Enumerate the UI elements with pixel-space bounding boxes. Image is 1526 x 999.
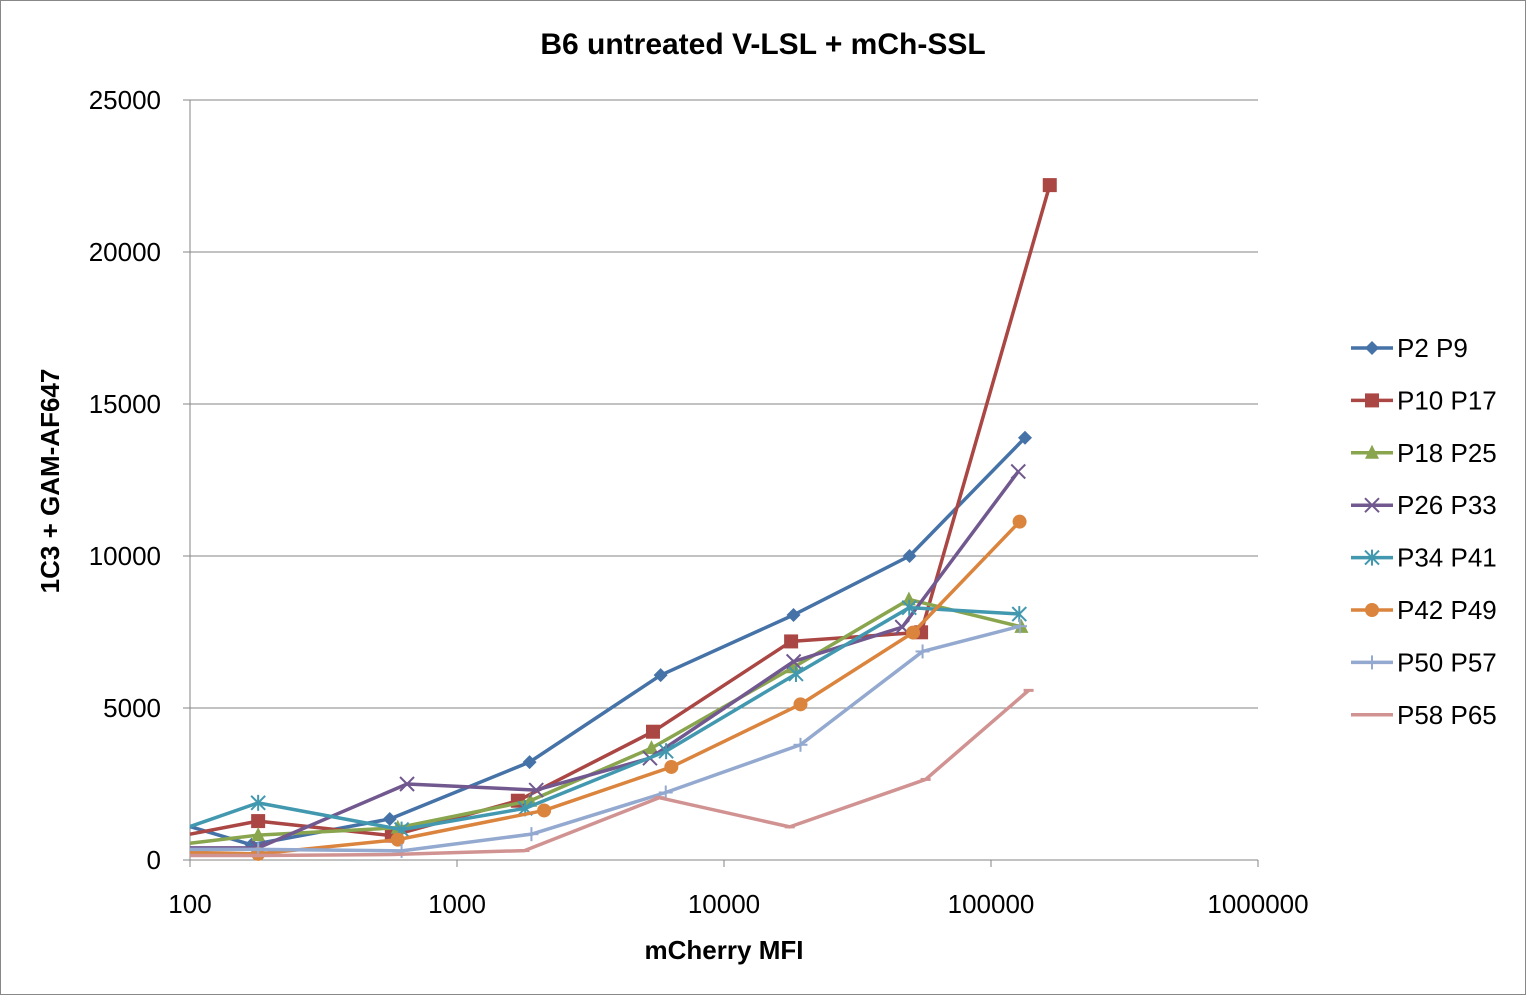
point-marker — [906, 625, 921, 640]
point-marker — [1365, 393, 1379, 408]
y-tick-label: 10000 — [89, 541, 161, 571]
legend-item: P18 P25 — [1351, 438, 1497, 468]
series-p26-p33 — [190, 463, 1026, 856]
point-marker — [382, 811, 397, 826]
point-marker — [1365, 341, 1379, 355]
legend-label: P50 P57 — [1397, 647, 1497, 677]
series-line — [189, 605, 1020, 832]
point-marker — [645, 724, 660, 739]
point-marker — [901, 599, 917, 616]
series-p10-p17 — [189, 178, 1057, 843]
point-marker — [522, 755, 537, 770]
legend-label: P34 P41 — [1397, 543, 1497, 573]
point-marker — [251, 814, 266, 829]
point-marker — [658, 743, 674, 760]
legend-label: P10 P17 — [1397, 385, 1497, 415]
legend-item: P50 P57 — [1351, 647, 1497, 677]
legend-label: P2 P9 — [1397, 333, 1468, 363]
point-marker — [653, 668, 668, 683]
y-axis-title: 1C3 + GAM-AF647 — [35, 369, 65, 594]
legend-label: P58 P65 — [1397, 700, 1497, 730]
point-marker — [1018, 430, 1033, 445]
point-marker — [1013, 619, 1028, 634]
y-tick-label: 15000 — [89, 389, 161, 419]
x-tick-label: 1000 — [428, 889, 486, 919]
point-marker — [1365, 655, 1379, 670]
point-marker — [915, 644, 930, 659]
point-marker — [537, 803, 552, 818]
series-line — [189, 184, 1052, 838]
point-marker — [644, 740, 659, 755]
point-marker — [1364, 497, 1380, 513]
point-marker — [786, 659, 801, 674]
point-marker — [1012, 514, 1027, 529]
point-marker — [1010, 463, 1026, 480]
grid-layer — [190, 99, 1258, 709]
series-line — [189, 597, 1022, 846]
legend-item: P26 P33 — [1351, 490, 1497, 520]
chart-title: B6 untreated V-LSL + mCh-SSL — [540, 28, 985, 61]
point-marker — [1364, 549, 1380, 566]
point-marker — [1365, 444, 1379, 459]
point-marker — [1042, 178, 1057, 193]
x-axis-title: mCherry MFI — [645, 935, 804, 965]
x-tick-label: 10000 — [688, 889, 760, 919]
point-marker — [524, 827, 539, 842]
y-tick-label: 5000 — [103, 693, 161, 723]
legend-item: P58 P65 — [1351, 700, 1497, 730]
legend-label: P26 P33 — [1397, 490, 1497, 520]
y-tick-label: 25000 — [89, 85, 161, 115]
y-tick-label: 0 — [147, 845, 161, 875]
point-marker — [784, 634, 799, 649]
axis-layer: 0 5000 10000 15000 20000 25000 100 1000 10000 100… — [89, 85, 1309, 919]
legend-label: P18 P25 — [1397, 438, 1497, 468]
point-marker — [793, 737, 808, 752]
point-marker — [901, 591, 916, 606]
legend-item: P42 P49 — [1351, 595, 1497, 625]
legend-item: P34 P41 — [1351, 543, 1497, 573]
series-line — [190, 689, 1030, 858]
x-tick-label: 100000 — [948, 889, 1035, 919]
series-line — [189, 520, 1021, 856]
point-marker — [399, 776, 415, 792]
point-marker — [390, 832, 405, 847]
legend-item: P2 P9 — [1351, 333, 1468, 363]
point-marker — [1365, 603, 1379, 617]
x-tick-label: 100 — [168, 889, 211, 919]
legend-item: P10 P17 — [1351, 385, 1497, 415]
series-p58-p65 — [190, 688, 1034, 858]
point-marker — [251, 827, 266, 842]
series-line — [190, 470, 1020, 850]
series-p42-p49 — [189, 514, 1027, 861]
point-marker — [528, 782, 544, 798]
series-line — [190, 624, 1021, 853]
point-marker — [902, 549, 917, 563]
series-p34-p41 — [189, 599, 1027, 838]
point-marker — [785, 653, 802, 670]
point-marker — [658, 785, 673, 800]
point-marker — [793, 697, 808, 712]
series-layer — [189, 178, 1057, 861]
y-tick-label: 20000 — [89, 237, 161, 267]
legend-label: P42 P49 — [1397, 595, 1497, 625]
point-marker — [786, 607, 801, 622]
point-marker — [664, 759, 679, 774]
series-p50-p57 — [190, 619, 1028, 858]
legend: P2 P9 P10 P17 P18 P25 P26 P33 P34 P41 P42 P49… — [1351, 333, 1497, 730]
series-p18-p25 — [189, 591, 1029, 846]
x-tick-label: 1000000 — [1207, 889, 1308, 919]
point-marker — [250, 794, 266, 811]
point-marker — [788, 665, 804, 682]
